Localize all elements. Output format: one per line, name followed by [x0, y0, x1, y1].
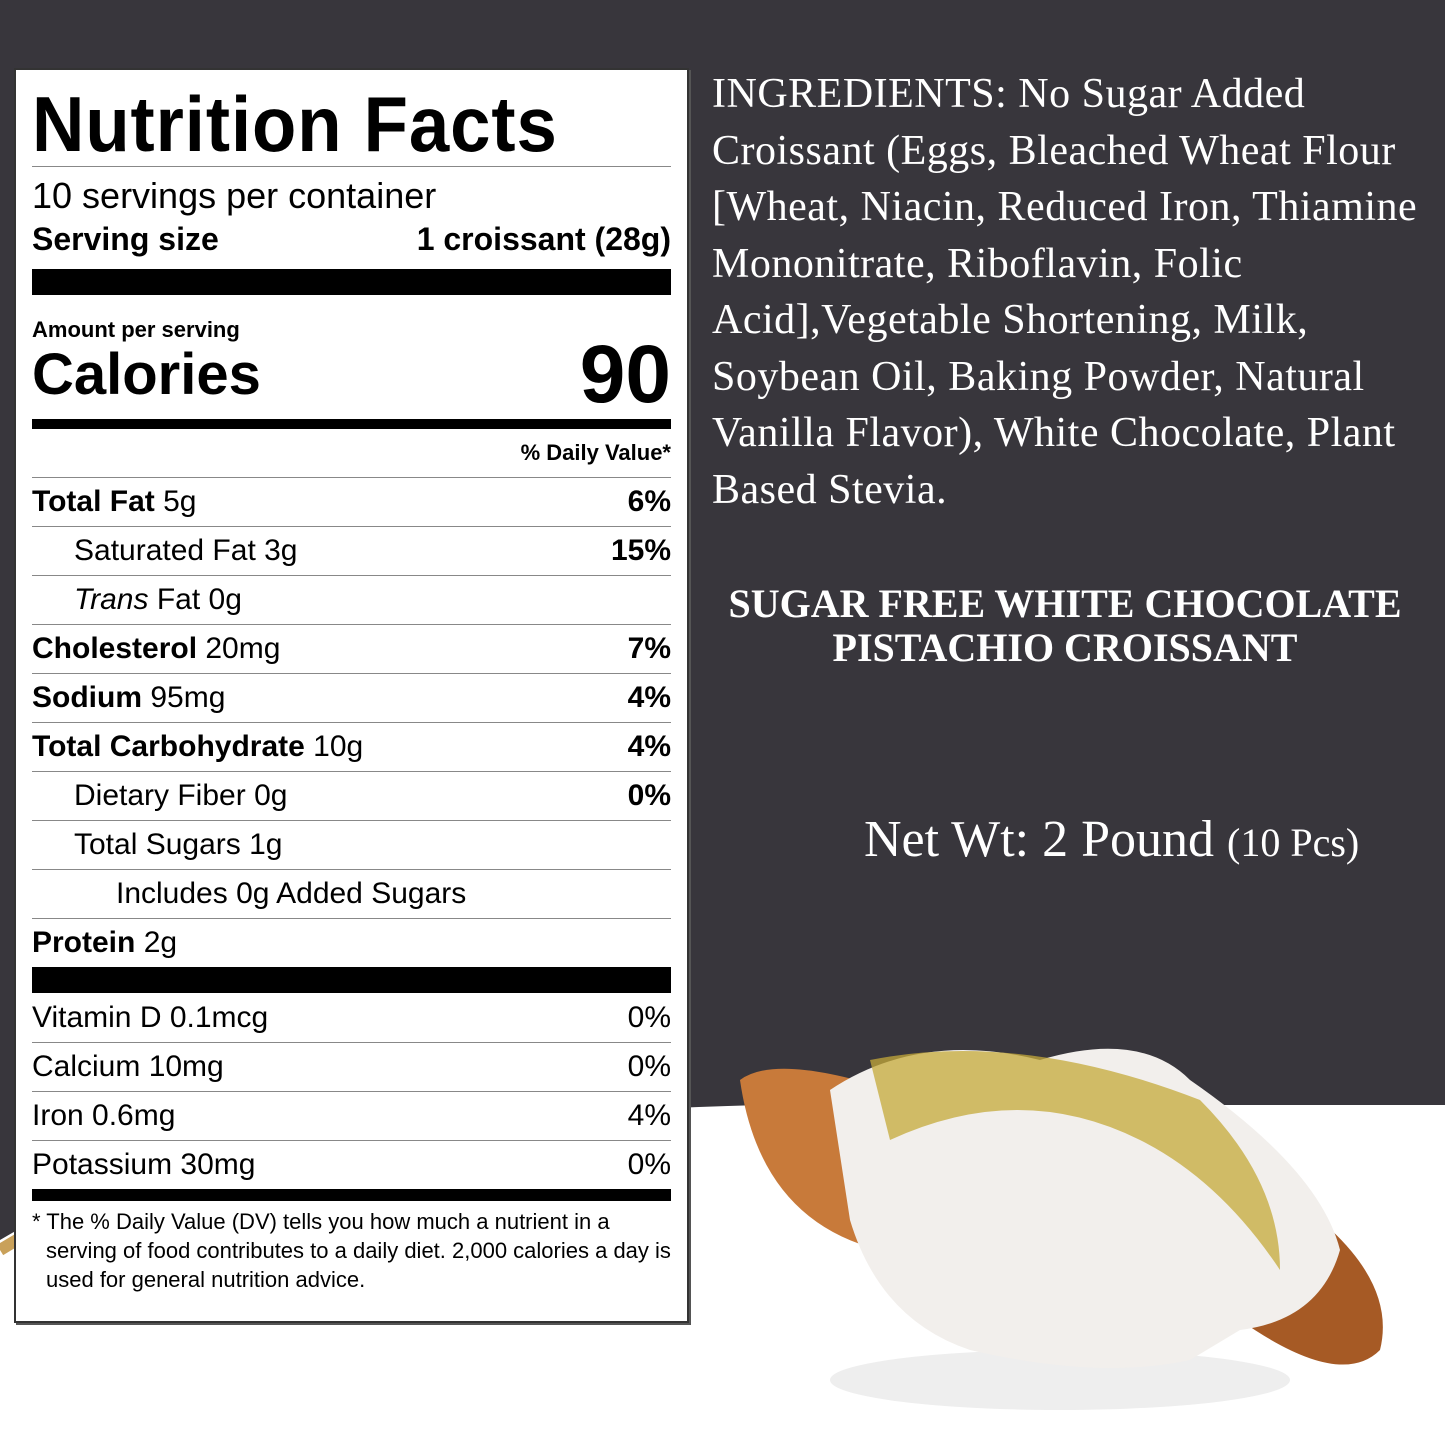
nutrient-amount: 0g [208, 583, 242, 616]
nutrient-name: Total Carbohydrate [32, 730, 305, 763]
vitamin-daily-value: 0% [627, 1000, 671, 1034]
nutrient-name: Saturated Fat [74, 534, 256, 567]
nutrient-daily-value: 15% [610, 534, 671, 567]
footnote: * The % Daily Value (DV) tells you how m… [32, 1209, 671, 1292]
nutrient-row: Cholesterol 20mg 7% [32, 624, 671, 673]
vitamin-label: Iron 0.6mg [32, 1099, 176, 1132]
ingredients-text: INGREDIENTS: No Sugar Added Croissant (E… [712, 71, 1418, 513]
vitamin-row: Potassium 30mg 0% [32, 1140, 671, 1189]
net-count: (10 Pcs) [1227, 820, 1360, 865]
divider-thick [32, 967, 671, 993]
nutrient-row: Trans Fat 0g [32, 575, 671, 624]
amount-per-serving: Amount per serving [32, 317, 240, 342]
nutrient-amount: 3g [264, 534, 298, 567]
nutrient-row: Dietary Fiber 0g 0% [32, 771, 671, 820]
nutrient-name: Dietary Fiber [74, 779, 246, 812]
nutrient-row: Sodium 95mg 4% [32, 673, 671, 722]
nutrient-amount: 2g [143, 926, 178, 959]
net-weight-value: Net Wt: 2 Pound [864, 811, 1215, 868]
nutrient-row: Includes 0g Added Sugars [32, 869, 671, 918]
net-weight: Net Wt: 2 Pound (10 Pcs) [864, 810, 1359, 869]
calories-value: 90 [579, 329, 671, 420]
vitamin-row: Vitamin D 0.1mcg 0% [32, 993, 671, 1042]
nutrient-name: Cholesterol [32, 632, 198, 665]
vitamin-row: Calcium 10mg 0% [32, 1042, 671, 1091]
vitamin-label: Potassium 30mg [32, 1148, 256, 1181]
nutrient-amount: 95mg [150, 681, 226, 714]
nutrient-amount: 0g [254, 779, 288, 812]
product-name: SUGAR FREE WHITE CHOCOLATE PISTACHIO CROI… [690, 582, 1440, 670]
divider-medium [32, 419, 671, 429]
nutrient-name: Protein [32, 926, 136, 959]
vitamin-daily-value: 4% [627, 1099, 671, 1132]
nutrient-name-rest: Fat [156, 583, 201, 616]
nutrient-row: Total Carbohydrate 10g 4% [32, 722, 671, 771]
nutrient-daily-value: 0% [627, 779, 671, 812]
servings-per-container: 10 servings per container [32, 175, 437, 216]
nutrient-row: Protein 2g [32, 918, 671, 967]
nutrient-amount: 10g [313, 730, 364, 763]
nutrient-amount: 20mg [205, 632, 281, 665]
nutrient-daily-value: 4% [627, 681, 671, 714]
nutrient-name: Sodium [32, 681, 142, 714]
product-name-line2: PISTACHIO CROISSANT [832, 625, 1298, 670]
nutrient-amount: 5g [163, 485, 197, 518]
nutrient-row: Saturated Fat 3g 15% [32, 526, 671, 575]
nutrient-daily-value: 6% [627, 485, 671, 518]
nutrition-facts-label: Nutrition Facts 10 servings per containe… [14, 68, 689, 1323]
nutrient-row: Total Fat 5g 6% [32, 477, 671, 526]
vitamin-row: Iron 0.6mg 4% [32, 1091, 671, 1140]
croissant-image [740, 1048, 1383, 1410]
nutrient-name: Total Sugars [74, 828, 241, 861]
serving-size-value: 1 croissant (28g) [416, 221, 671, 257]
nutrient-daily-value: 7% [627, 632, 671, 665]
vitamin-daily-value: 0% [627, 1148, 671, 1181]
daily-value-header: % Daily Value* [520, 440, 671, 465]
calories-row: Calories 90 [32, 329, 671, 420]
vitamin-daily-value: 0% [627, 1050, 671, 1083]
divider-thick [32, 269, 671, 295]
calories-label: Calories [32, 342, 261, 407]
product-name-line1: SUGAR FREE WHITE CHOCOLATE [728, 581, 1402, 626]
nutrition-title: Nutrition Facts [32, 80, 558, 168]
nutrient-name: Includes 0g Added Sugars [116, 877, 467, 910]
nutrient-daily-value: 4% [627, 730, 671, 763]
nutrient-amount: 1g [249, 828, 283, 861]
nutrient-name: Total Fat [32, 485, 155, 518]
nutrient-row: Total Sugars 1g [32, 820, 671, 869]
vitamin-label: Vitamin D 0.1mcg [32, 1000, 269, 1034]
divider-thick [32, 1189, 671, 1201]
serving-size-label: Serving size [32, 221, 219, 257]
vitamin-label: Calcium 10mg [32, 1050, 224, 1083]
nutrient-name: Trans [74, 583, 149, 616]
serving-size: Serving size 1 croissant (28g) [32, 219, 671, 259]
